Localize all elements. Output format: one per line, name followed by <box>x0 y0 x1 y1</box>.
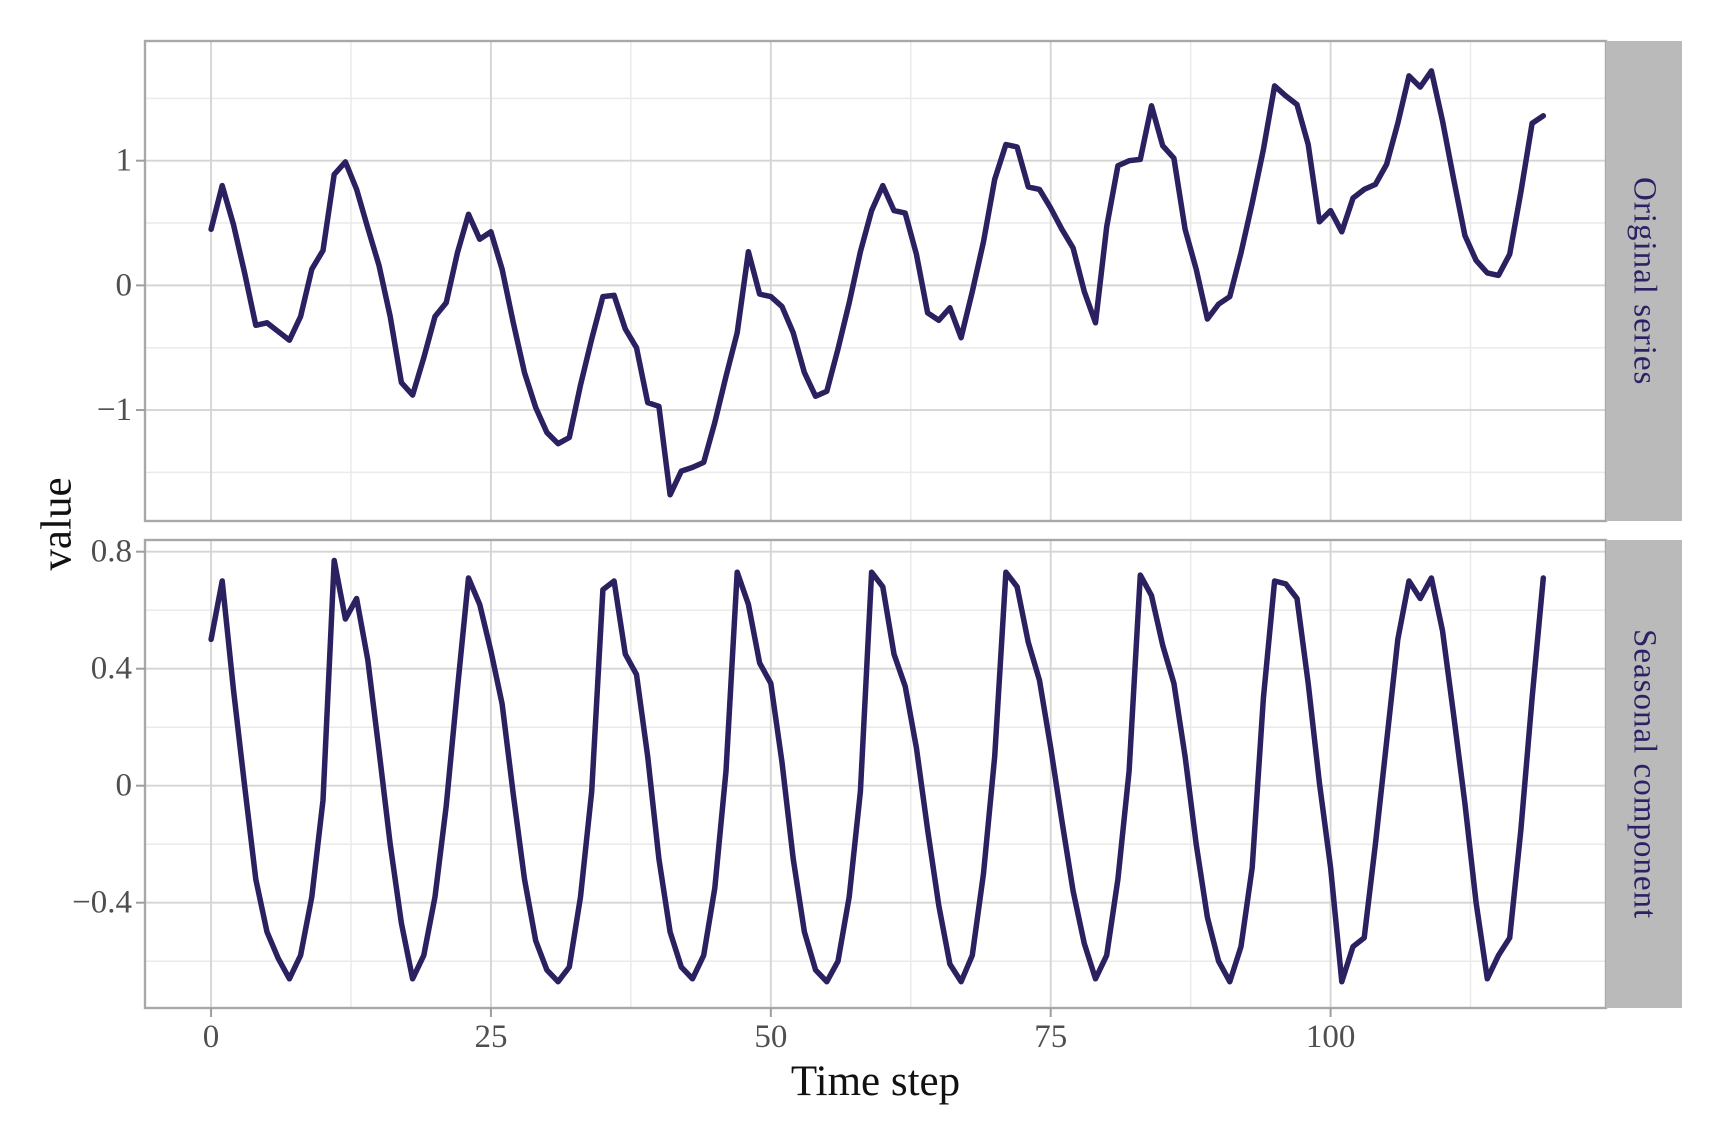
facet-strip-original-series: Original series <box>1606 41 1682 521</box>
panel-background <box>145 41 1606 521</box>
y-tick-label: −1 <box>97 392 132 428</box>
original-series-line <box>208 68 1547 498</box>
x-tick-label: 100 <box>1306 1019 1356 1055</box>
y-tick-label: 0 <box>116 267 133 303</box>
y-tick-label: 0.8 <box>91 534 132 570</box>
seasonal-component-line <box>208 557 1547 985</box>
facet-panel-original-series: 1 0 −1 <box>97 39 1608 523</box>
facet-strip-label: Original series <box>1626 176 1663 386</box>
y-tick-label: −0.4 <box>72 885 132 921</box>
y-tick-label: 0.4 <box>91 651 132 687</box>
x-tick-label: 75 <box>1034 1019 1067 1055</box>
x-axis-title: Time step <box>790 1058 961 1105</box>
x-tick-label: 0 <box>203 1019 220 1055</box>
facet-panel-seasonal-component: 0.8 0.4 0 −0.4 0 25 50 75 100 <box>72 534 1608 1055</box>
y-tick-label: 1 <box>116 143 133 179</box>
x-tick-label: 50 <box>754 1019 787 1055</box>
facet-strip-label: Seasonal component <box>1626 628 1663 920</box>
y-tick-label: 0 <box>116 768 133 804</box>
facet-strip-seasonal-component: Seasonal component <box>1606 540 1682 1008</box>
y-axis-title: value <box>33 477 81 571</box>
x-tick-label: 25 <box>474 1019 507 1055</box>
